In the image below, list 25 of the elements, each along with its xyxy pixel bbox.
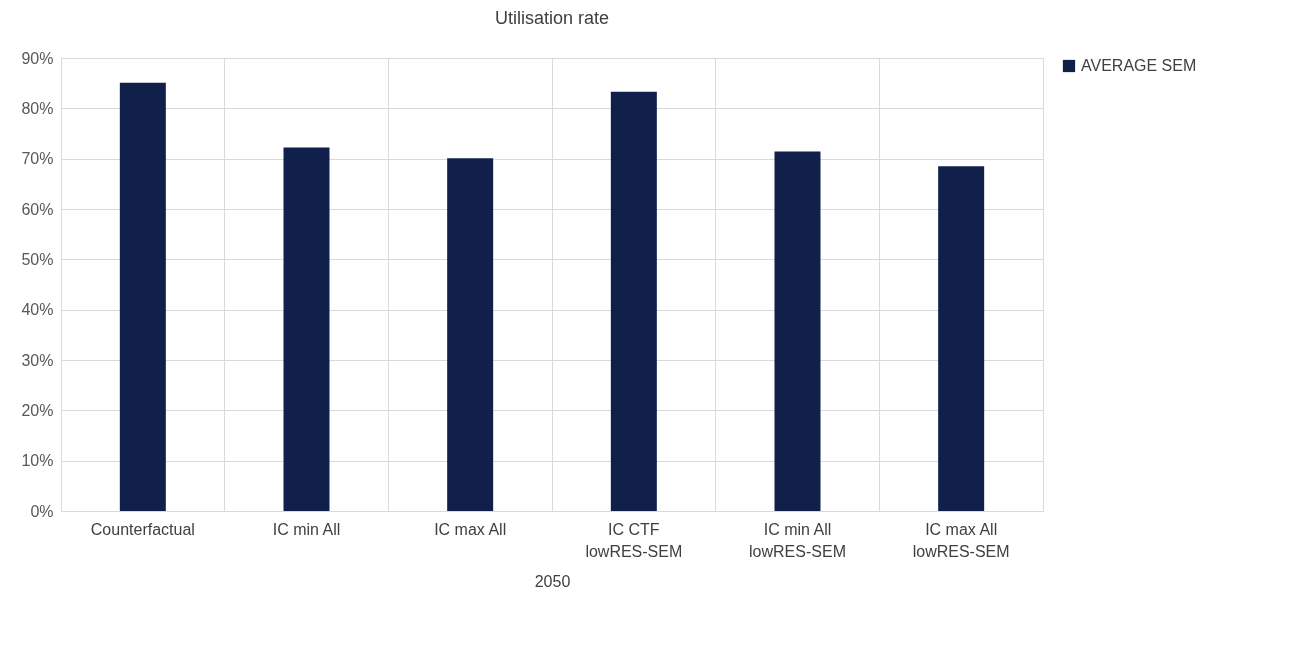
x-tick-label: Counterfactual [90, 520, 195, 538]
chart-title: Utilisation rate [494, 8, 610, 28]
x-tick-label: IC min All [272, 520, 341, 538]
y-tick-label: 70% [21, 150, 54, 168]
y-tick-label: 80% [21, 99, 54, 117]
y-tick-label: 50% [21, 250, 54, 268]
bar [774, 151, 821, 511]
bar [610, 91, 657, 511]
y-tick-label: 90% [21, 49, 54, 67]
y-tick-label: 0% [30, 502, 54, 520]
y-tick-label: 10% [21, 452, 54, 470]
bar [938, 166, 985, 511]
x-tick-label: IC max All [434, 520, 507, 538]
legend-label: AVERAGE SEM [1081, 57, 1197, 74]
x-tick-label: IC max All lowRES-SEM [912, 520, 1010, 560]
y-tick-label: 40% [21, 301, 54, 319]
bar [283, 147, 330, 511]
x-tick-label: IC min All lowRES-SEM [749, 520, 846, 560]
y-tick-label: 20% [21, 401, 54, 419]
x-axis-title: 2050 [534, 572, 571, 590]
bar [119, 82, 166, 511]
x-tick-label: IC CTF lowRES-SEM [585, 520, 683, 560]
bar [447, 158, 494, 511]
y-tick-label: 60% [21, 200, 54, 218]
y-tick-label: 30% [21, 351, 54, 369]
